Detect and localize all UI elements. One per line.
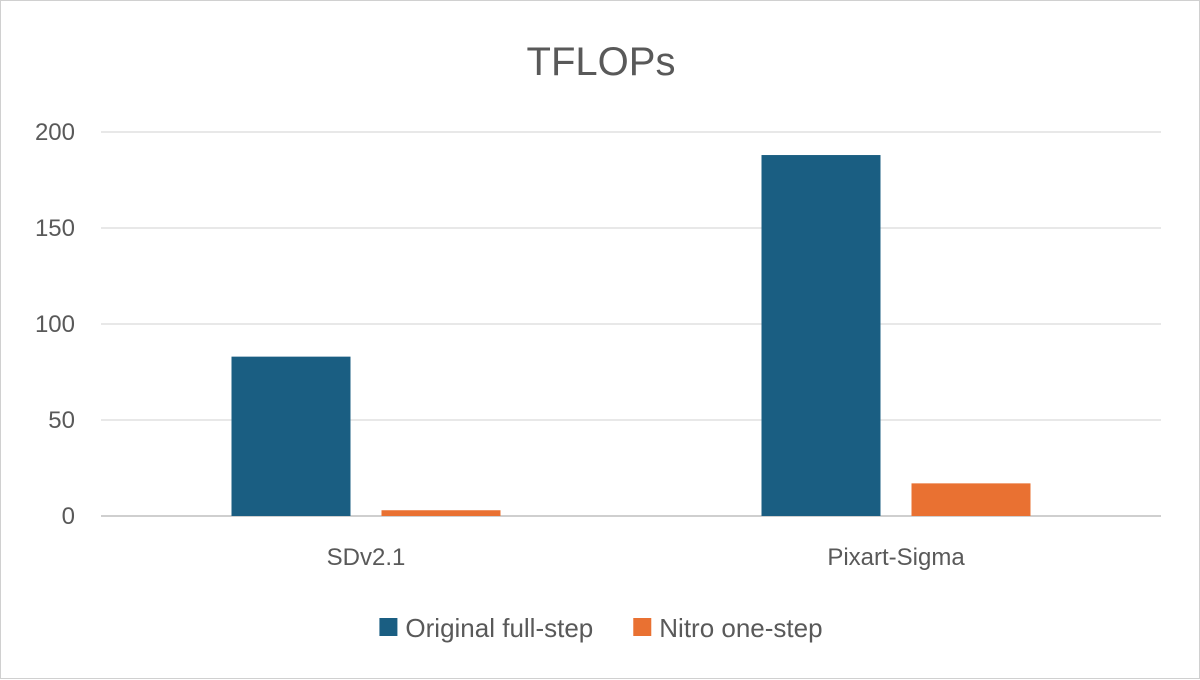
legend: Original full-step Nitro one-step bbox=[379, 613, 823, 643]
legend-swatch bbox=[633, 618, 652, 636]
x-category-label: Pixart-Sigma bbox=[827, 544, 965, 571]
bar-pixart-sigma-1 bbox=[911, 483, 1031, 516]
y-tick-label: 150 bbox=[35, 215, 75, 242]
y-tick-label: 100 bbox=[35, 311, 75, 338]
y-tick-label: 200 bbox=[35, 119, 75, 146]
x-axis-categories: SDv2.1 Pixart-Sigma bbox=[327, 544, 966, 571]
y-tick-label: 0 bbox=[62, 503, 75, 530]
y-tick-label: 50 bbox=[48, 407, 75, 434]
legend-swatch bbox=[379, 618, 398, 636]
legend-label: Nitro one-step bbox=[659, 613, 822, 643]
legend-label: Original full-step bbox=[405, 613, 593, 643]
chart-title: TFLOPs bbox=[527, 40, 676, 84]
bars bbox=[231, 155, 1031, 517]
bar-pixart-sigma-0 bbox=[761, 155, 881, 517]
bar-sdv2-1-1 bbox=[381, 510, 501, 516]
x-category-label: SDv2.1 bbox=[327, 544, 406, 571]
bar-sdv2-1-0 bbox=[231, 356, 351, 516]
y-axis-ticks: 0 50 100 150 200 bbox=[35, 119, 75, 530]
